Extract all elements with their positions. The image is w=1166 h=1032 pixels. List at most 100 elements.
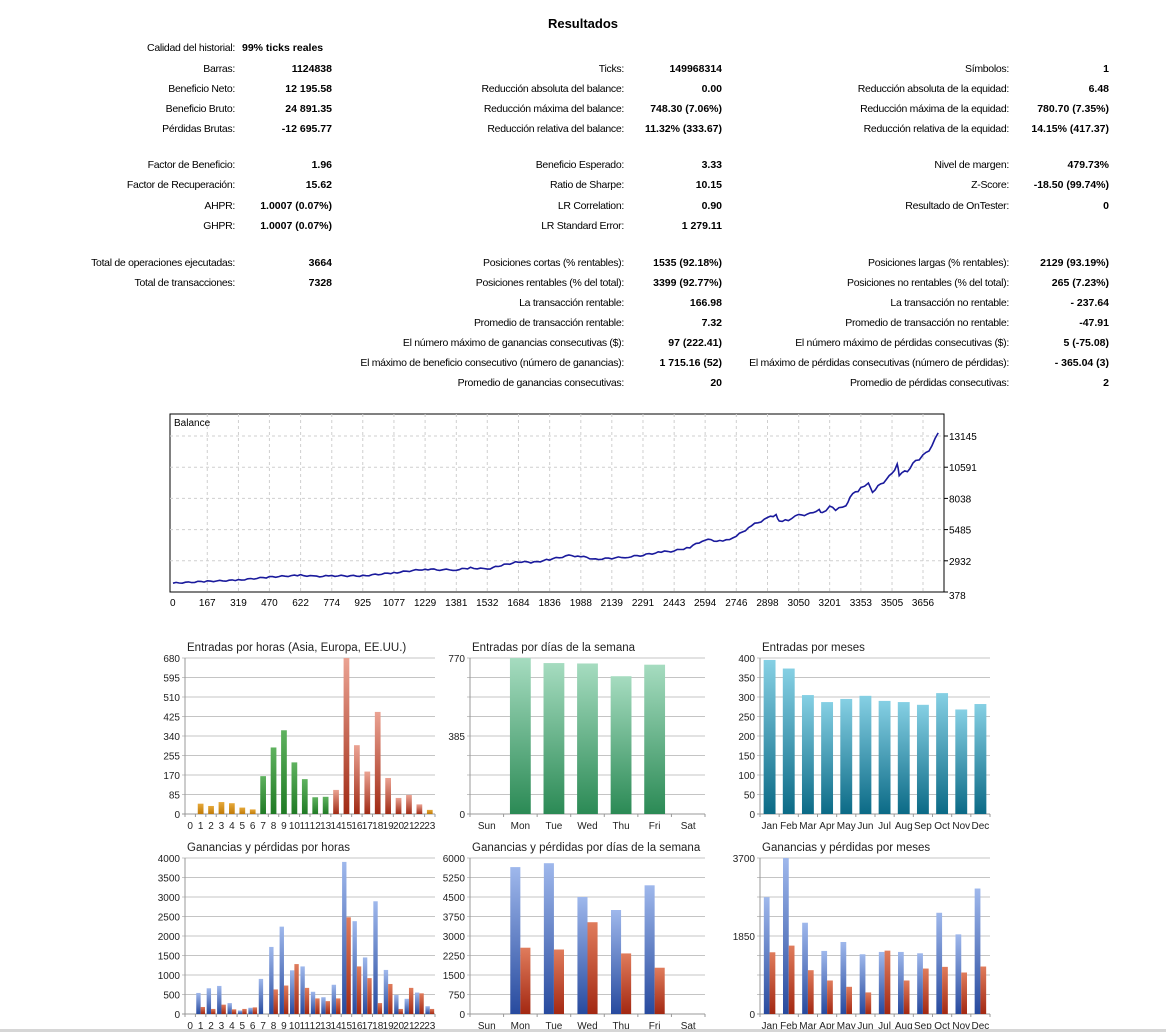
x-tick-label: 6 [250, 821, 256, 832]
x-tick-label: 21 [403, 1021, 415, 1032]
x-tick-label: 3353 [850, 598, 873, 609]
stat-value: 166.98 [689, 297, 722, 309]
profit-bar [352, 921, 357, 1014]
loss-bar [356, 966, 362, 1014]
x-tick-label: Apr [819, 821, 835, 832]
y-tick-label: 200 [738, 732, 755, 743]
x-tick-label: 1988 [570, 598, 593, 609]
x-tick-label: Fri [649, 821, 661, 832]
y-tick-label: 3000 [443, 932, 466, 943]
loss-bar [388, 983, 393, 1014]
loss-bar [922, 968, 929, 1014]
profit-bar [425, 1006, 430, 1014]
entries-by-weekday-chart: Entradas por días de la semana 0 385 770 Sun… [448, 642, 706, 832]
x-tick-label: 7 [260, 821, 266, 832]
x-tick-label: 16 [351, 821, 363, 832]
x-tick-label: Mon [511, 1021, 530, 1032]
stat-value: 1.0007 (0.07%) [260, 200, 332, 212]
x-tick-label: Mar [799, 1021, 817, 1032]
profit-bar [543, 863, 554, 1014]
x-tick-label: Sat [681, 821, 696, 832]
y-tick-label: 2932 [949, 557, 972, 568]
bar [239, 807, 246, 814]
x-tick-label: Mon [511, 821, 530, 832]
x-tick-label: 19 [383, 1021, 395, 1032]
stat-label: Beneficio Bruto: [165, 103, 236, 115]
bar [416, 804, 423, 814]
loss-bar [980, 966, 987, 1014]
x-tick-label: 0 [187, 1021, 193, 1032]
stat-value: 20 [710, 377, 722, 389]
stat-label: Beneficio Esperado: [535, 159, 625, 171]
stat-label: Total de operaciones ejecutadas: [91, 257, 235, 269]
bar [343, 658, 350, 814]
loss-bar [294, 964, 299, 1014]
y-tick-label: 2500 [158, 913, 181, 924]
x-tick-label: 16 [351, 1021, 363, 1032]
y-tick-label: 8038 [949, 494, 972, 505]
x-tick-label: 2 [208, 821, 214, 832]
stat-value: 748.30 (7.06%) [650, 103, 722, 115]
x-tick-label: 3656 [912, 598, 935, 609]
loss-bar [942, 966, 948, 1014]
bar [955, 709, 968, 814]
loss-bar [211, 1008, 216, 1014]
x-tick-label: Wed [577, 1021, 597, 1032]
x-tick-label: 15 [341, 821, 353, 832]
profit-bar [237, 1010, 243, 1014]
bottom-border [0, 1029, 1166, 1032]
stat-label: Promedio de transacción rentable: [473, 317, 624, 329]
y-tick-label: 2000 [158, 932, 181, 943]
y-tick-label: 385 [448, 732, 465, 743]
stat-value: 780.70 (7.35%) [1037, 103, 1109, 115]
stat-value: -12 695.77 [281, 123, 332, 135]
y-tick-label: 13145 [949, 432, 977, 443]
loss-bar [273, 989, 278, 1014]
bar [974, 704, 987, 814]
x-tick-label: 23 [424, 821, 436, 832]
profit-bar [821, 950, 828, 1014]
loss-bar [553, 949, 564, 1014]
loss-bar [654, 967, 665, 1014]
stats-row: Beneficio Bruto: 24 891.35 Reducción máxim… [0, 99, 1166, 119]
y-tick-label: 100 [738, 771, 755, 782]
x-tick-label: Sep [914, 1021, 932, 1032]
bar [801, 695, 814, 814]
y-tick-label: 1500 [443, 971, 466, 982]
x-tick-label: 0 [187, 821, 193, 832]
y-tick-label: 750 [448, 991, 465, 1002]
x-tick-label: Jul [878, 1021, 891, 1032]
bar [509, 658, 531, 814]
y-tick-label: 680 [163, 654, 180, 665]
bar [610, 676, 632, 814]
stat-value: 14.15% (417.37) [1031, 123, 1109, 135]
profit-bar [362, 957, 368, 1014]
x-tick-label: 3050 [788, 598, 811, 609]
y-tick-label: 50 [744, 791, 756, 802]
x-tick-label: 1 [198, 1021, 204, 1032]
stat-label: Promedio de ganancias consecutivas: [457, 377, 625, 389]
stat-value: 1.96 [311, 159, 332, 171]
y-tick-label: 0 [174, 1010, 180, 1021]
loss-bar [903, 980, 910, 1014]
x-tick-label: 2746 [725, 598, 748, 609]
profit-bar [373, 901, 378, 1014]
balance-line [172, 432, 939, 585]
stat-label: GHPR: [203, 220, 235, 232]
stats-row: Barras: 1124838 Ticks: 149968314 Símbolos: 1 [0, 59, 1166, 79]
stat-label: Factor de Recuperación: [126, 179, 235, 191]
x-tick-label: Sun [478, 1021, 496, 1032]
y-tick-label: 350 [738, 674, 755, 685]
x-tick-label: Wed [577, 821, 597, 832]
x-tick-label: 5 [240, 1021, 246, 1032]
stats-row: Calidad del historial: 99% ticks reales [0, 38, 1166, 58]
profit-bar [936, 912, 943, 1014]
bar [385, 777, 391, 814]
stat-value: 97 (222.41) [668, 337, 722, 349]
x-tick-label: 12 [310, 1021, 322, 1032]
stat-value: 3.33 [701, 159, 722, 171]
loss-bar [231, 1009, 237, 1014]
bar [354, 745, 360, 814]
bar [859, 695, 872, 814]
stat-value: 99% ticks reales [242, 42, 324, 54]
